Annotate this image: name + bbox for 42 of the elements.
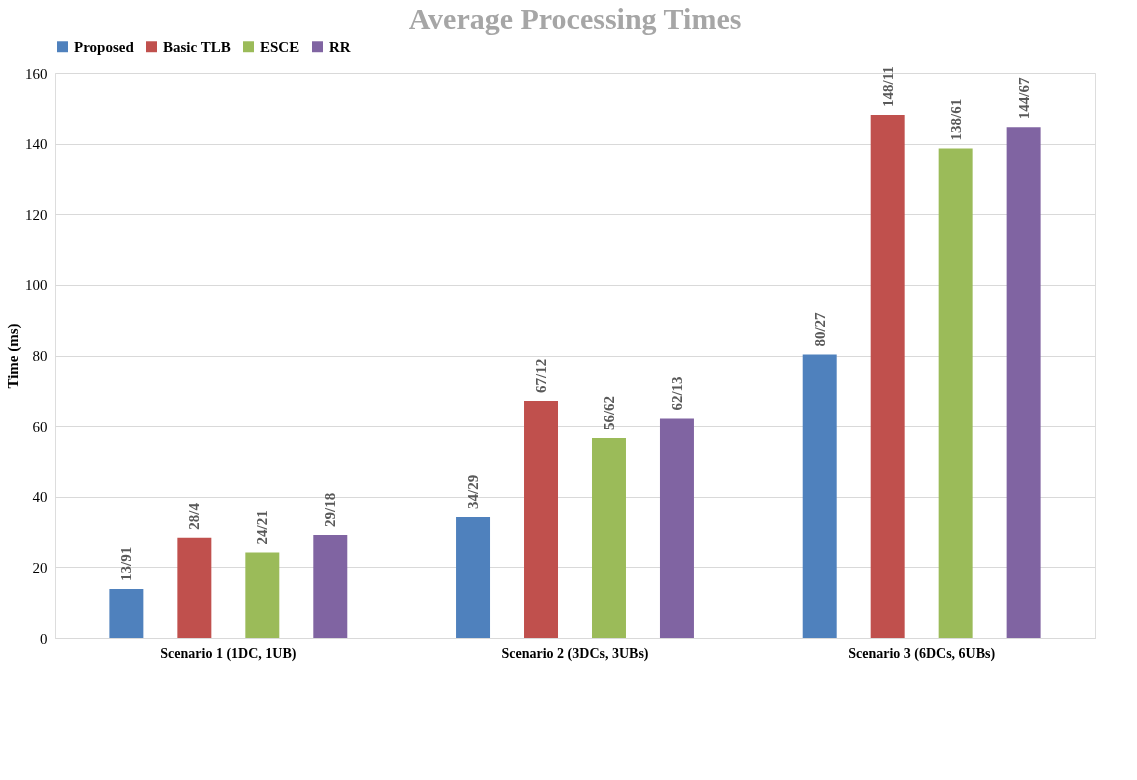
y-tick-label: 80 [32, 348, 48, 364]
legend-label: RR [329, 38, 351, 55]
data-label: 34/29 [465, 474, 482, 509]
bar [313, 534, 348, 638]
bar [456, 516, 491, 638]
data-label: 138/61 [947, 98, 964, 141]
bar [659, 418, 694, 638]
y-tick-label: 160 [25, 65, 48, 82]
data-label: 144/67 [1015, 76, 1032, 120]
data-label: 28/4 [186, 502, 203, 530]
bar [591, 438, 626, 638]
bar [870, 114, 905, 638]
data-label: 56/62 [600, 395, 617, 431]
data-label: 29/18 [322, 492, 339, 527]
y-tick-label: 100 [25, 277, 48, 294]
y-tick-label: 120 [25, 206, 48, 223]
x-tick-label: Scenario 1 (1DC, 1UB) [160, 645, 297, 662]
data-label: 148/11 [879, 66, 896, 107]
bar [524, 400, 559, 638]
bar [1006, 127, 1041, 638]
bar [938, 148, 973, 638]
y-axis-title: Time (ms) [5, 323, 22, 389]
bar [177, 537, 212, 638]
y-tick-label: 140 [25, 136, 48, 153]
y-tick-label: 0 [40, 630, 48, 647]
bar [802, 354, 837, 638]
bar [109, 588, 144, 638]
legend-label: Proposed [74, 38, 135, 55]
data-label: 13/91 [118, 546, 135, 581]
x-tick-label: Scenario 3 (6DCs, 6UBs) [848, 645, 996, 662]
data-label: 62/13 [668, 376, 685, 411]
y-tick-label: 20 [32, 559, 48, 576]
legend-label: Basic TLB [163, 38, 231, 55]
data-label: 80/27 [811, 311, 828, 347]
x-tick-label: Scenario 2 (3DCs, 3UBs) [501, 645, 649, 662]
y-tick-label: 60 [32, 418, 48, 435]
legend-label: ESCE [260, 38, 300, 55]
data-label: 24/21 [254, 510, 271, 545]
data-label: 67/12 [533, 358, 550, 393]
bar [245, 552, 280, 638]
y-tick-label: 40 [32, 489, 48, 506]
chart-title: Average Processing Times [408, 2, 742, 35]
